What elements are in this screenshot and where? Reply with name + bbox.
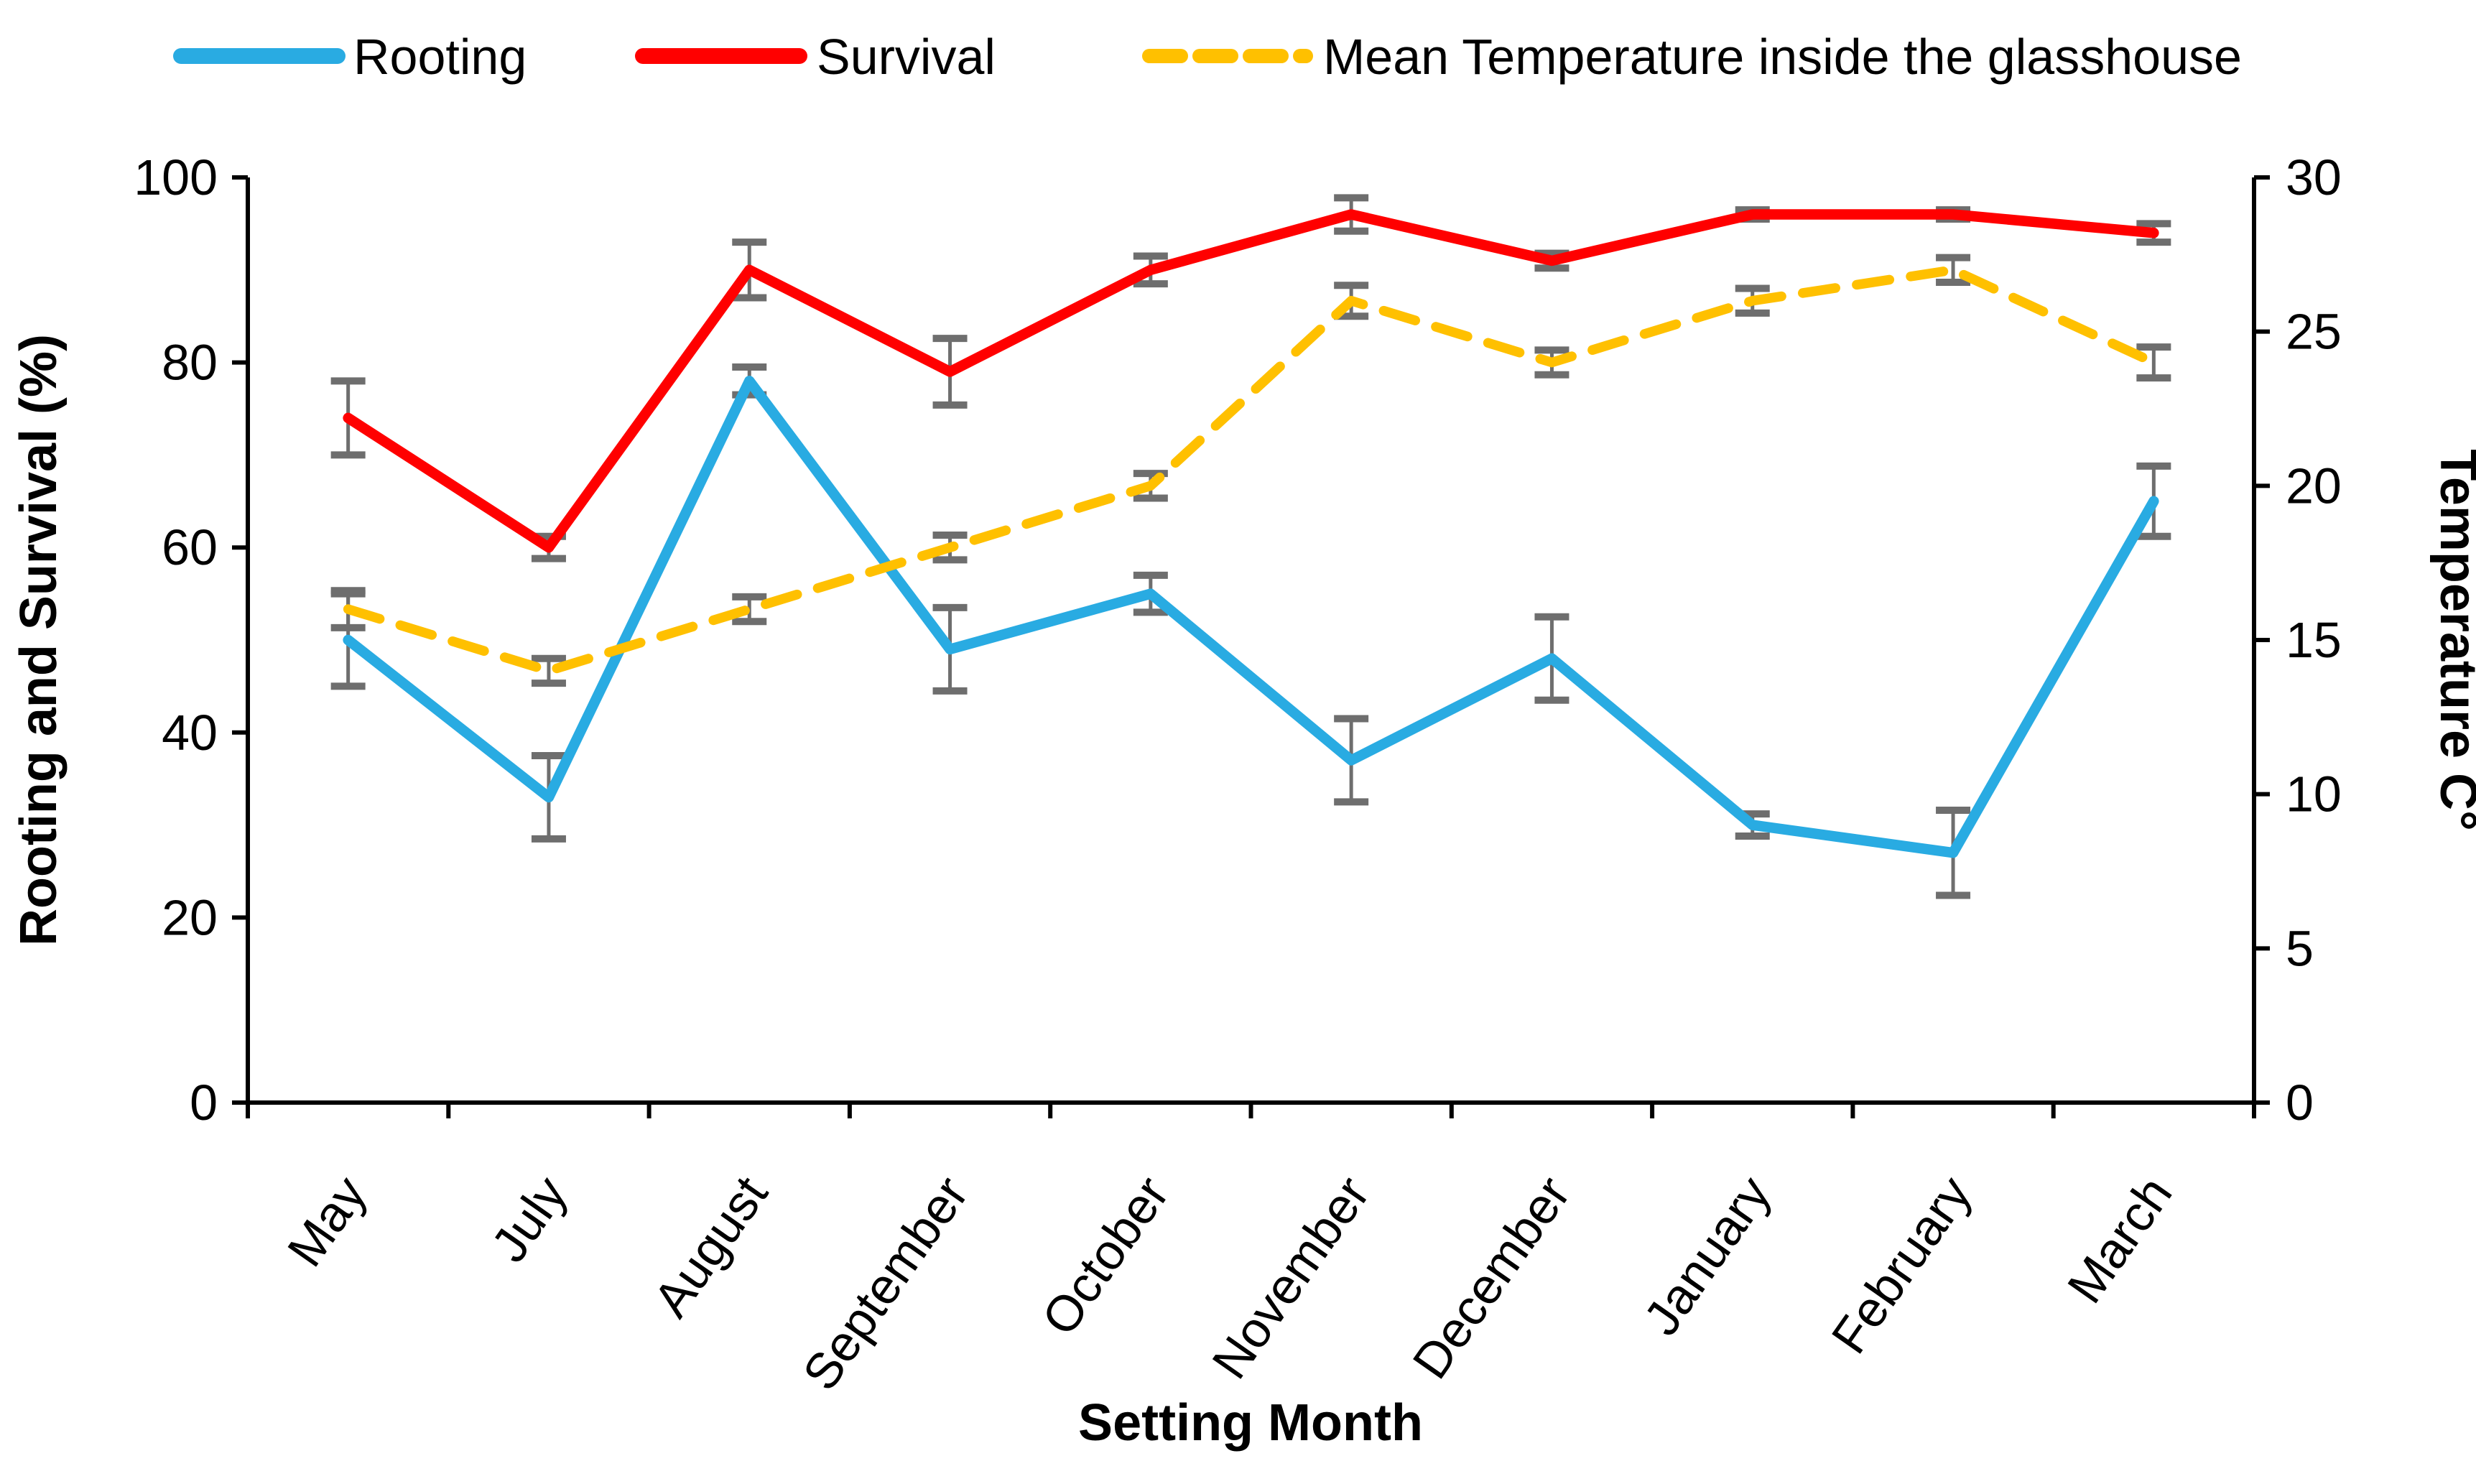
x-axis-category-label: March (2057, 1167, 2182, 1313)
x-axis-category-label: October (1031, 1167, 1179, 1345)
x-axis-category-label: July (481, 1167, 578, 1272)
left-axis-title: Rooting and Survival (%) (10, 334, 68, 946)
x-axis-category-label: November (1201, 1167, 1380, 1388)
legend-label: Mean Temperature inside the glasshouse (1323, 29, 2242, 85)
legend-item: Rooting (173, 29, 527, 85)
right-axis-tick-label: 20 (2286, 458, 2342, 514)
axes: 0 20 40 60 80 100 0 5 10 15 20 25 30 May July August Sep… (134, 149, 2342, 1400)
right-axis-tick-label: 30 (2286, 149, 2342, 205)
legend-label: Survival (817, 29, 996, 85)
left-axis-tick-label: 40 (162, 705, 218, 761)
x-axis-category-label: December (1402, 1167, 1581, 1388)
series-rooting (330, 363, 2171, 899)
left-axis-tick-label: 60 (162, 519, 218, 575)
x-axis-category-label: August (643, 1167, 779, 1327)
left-axis-tick-label: 0 (190, 1075, 218, 1131)
right-axis-tick-label: 10 (2286, 766, 2342, 822)
error-bar (531, 654, 566, 687)
x-axis-category-label: January (1633, 1167, 1781, 1345)
series-lines (330, 194, 2171, 899)
error-bar (2136, 343, 2171, 382)
legend-label: Rooting (353, 29, 527, 85)
data-line (343, 265, 2159, 676)
x-axis-category-label: September (792, 1167, 979, 1400)
error-bar (1936, 254, 1971, 286)
legend-item: Survival (635, 29, 996, 85)
right-axis-tick-label: 15 (2286, 612, 2342, 668)
series-survival (330, 194, 2171, 562)
right-axis-tick-label: 5 (2286, 920, 2314, 976)
left-axis-tick-label: 100 (134, 149, 218, 205)
series-mean-temperature-inside-the-glasshouse (330, 254, 2171, 687)
right-axis-tick-label: 0 (2286, 1075, 2314, 1131)
right-axis-title: Temperature C° (2429, 449, 2476, 831)
x-axis-title: Setting Month (1078, 1394, 1423, 1452)
x-axis-category-label: May (277, 1167, 377, 1276)
left-axis-tick-label: 20 (162, 889, 218, 945)
legend: Rooting Survival Mean Temperature inside t… (173, 29, 2242, 85)
data-line (343, 376, 2159, 858)
legend-item: Mean Temperature inside the glasshouse (1142, 29, 2242, 85)
left-axis-tick-label: 80 (162, 335, 218, 391)
x-axis-category-label: February (1821, 1167, 1983, 1363)
data-line (343, 209, 2159, 553)
right-axis-tick-label: 25 (2286, 304, 2342, 360)
